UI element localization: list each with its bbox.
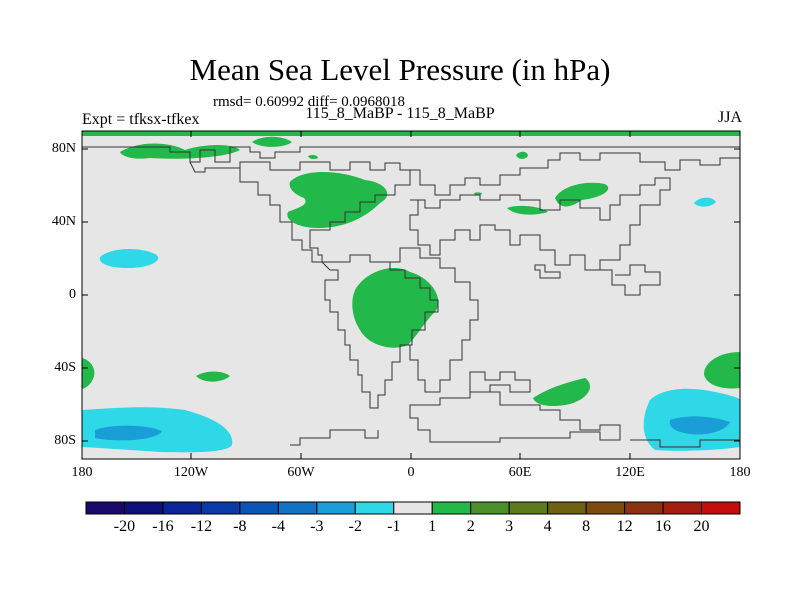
experiment-label: Expt = tfksx-tfkex bbox=[82, 111, 200, 128]
negative-anomaly-regions bbox=[82, 197, 740, 453]
anomaly-west-edge bbox=[82, 358, 95, 389]
anomaly-arctic-east bbox=[516, 151, 528, 159]
colorbar-tick-label: -1 bbox=[387, 518, 401, 535]
coastline-eurasia-north bbox=[410, 152, 740, 196]
colorbar-tick-label: 1 bbox=[428, 518, 437, 535]
coastline-australia bbox=[469, 371, 531, 393]
colorbar-swatch bbox=[354, 501, 395, 515]
colorbar-tick-label: 16 bbox=[655, 518, 672, 535]
lat-tick-label: 80S bbox=[54, 433, 76, 448]
anomaly-south-pacific bbox=[196, 371, 230, 382]
colorbar-swatch bbox=[123, 501, 164, 515]
anomaly-north-america bbox=[287, 171, 388, 228]
lat-tick-label: 40S bbox=[54, 360, 76, 375]
anomaly-siberia bbox=[555, 182, 609, 207]
anomaly-south-america bbox=[352, 268, 439, 348]
colorbar-swatch bbox=[239, 501, 279, 515]
lon-tick-label: 180 bbox=[729, 465, 751, 480]
colorbar-tick-label: -12 bbox=[190, 518, 213, 535]
colorbar-swatch bbox=[316, 501, 356, 515]
colorbar-tick-label: -4 bbox=[271, 518, 285, 535]
anomaly-small-arctic bbox=[308, 154, 318, 160]
lon-tick-label: 60E bbox=[508, 465, 532, 480]
colorbar-swatch bbox=[585, 501, 626, 515]
colorbar-tick-label: -16 bbox=[152, 518, 174, 535]
coastline-north-america bbox=[189, 161, 411, 263]
colorbar-tick-label: -8 bbox=[233, 518, 247, 535]
anomaly-greenland bbox=[252, 136, 292, 147]
coastline-arctic bbox=[82, 146, 740, 163]
coastline-antarctic-peninsula bbox=[409, 391, 621, 443]
colorbar-tick-label: -3 bbox=[310, 518, 324, 535]
anomaly-central-asia bbox=[507, 205, 548, 215]
colorbar-tick-label: -20 bbox=[113, 518, 136, 535]
colorbar-tick-label: 4 bbox=[543, 518, 552, 535]
colorbar-swatch bbox=[85, 501, 125, 515]
colorbar bbox=[85, 501, 741, 515]
colorbar-swatch bbox=[200, 501, 241, 515]
coastline-south-america bbox=[320, 254, 439, 409]
anomaly-southern-ocean-core bbox=[669, 416, 730, 435]
colorbar-swatch bbox=[393, 501, 433, 515]
colorbar-tick-label: 3 bbox=[505, 518, 514, 535]
lon-tick-label: 120E bbox=[615, 465, 645, 480]
lon-tick-label: 0 bbox=[407, 465, 415, 480]
anomaly-northwest-pacific bbox=[694, 197, 716, 207]
colorbar-swatch bbox=[662, 501, 703, 515]
coastlines bbox=[82, 146, 740, 448]
tick-marks bbox=[82, 131, 740, 459]
colorbar-tick-label: 20 bbox=[693, 518, 710, 535]
coastline-europe-asia bbox=[409, 177, 671, 271]
coastline-southeast-asia bbox=[600, 264, 661, 296]
coastline-antarctic-west bbox=[290, 429, 379, 446]
colorbar-swatch bbox=[547, 501, 587, 515]
anomaly-east-edge bbox=[704, 352, 740, 389]
colorbar-tick-label: 8 bbox=[582, 518, 591, 535]
colorbar-swatch bbox=[508, 501, 549, 515]
plot-title: Mean Sea Level Pressure (in hPa) bbox=[189, 52, 611, 87]
stats-label: rmsd= 0.60992 diff= 0.0968018 bbox=[213, 94, 406, 110]
colorbar-swatch bbox=[470, 501, 510, 515]
colorbar-swatch bbox=[277, 501, 318, 515]
colorbar-swatch bbox=[162, 501, 202, 515]
colorbar-tick-label: 12 bbox=[616, 518, 633, 535]
colorbar-tick-label: 2 bbox=[466, 518, 475, 535]
anomaly-south-atlantic bbox=[533, 378, 590, 406]
colorbar-swatch bbox=[624, 501, 664, 515]
lon-tick-label: 180 bbox=[71, 465, 93, 480]
coastline-africa bbox=[390, 247, 479, 393]
colorbar-tick-label: -2 bbox=[348, 518, 362, 535]
anomaly-south-pacific-core bbox=[95, 425, 162, 441]
comparison-label: 115_8_MaBP - 115_8_MaBP bbox=[305, 105, 495, 122]
colorbar-swatch bbox=[701, 501, 741, 515]
lat-tick-label: 80N bbox=[51, 141, 76, 156]
colorbar-swatch bbox=[431, 501, 472, 515]
season-label: JJA bbox=[717, 109, 742, 126]
coastline-arabia bbox=[534, 264, 561, 279]
lon-tick-label: 60W bbox=[287, 465, 315, 480]
lon-tick-label: 120W bbox=[173, 465, 209, 480]
anomaly-north-pacific bbox=[99, 248, 159, 268]
lat-tick-label: 0 bbox=[69, 287, 76, 302]
coastline-antarctic-east bbox=[630, 439, 740, 448]
lat-tick-label: 40N bbox=[51, 214, 76, 229]
